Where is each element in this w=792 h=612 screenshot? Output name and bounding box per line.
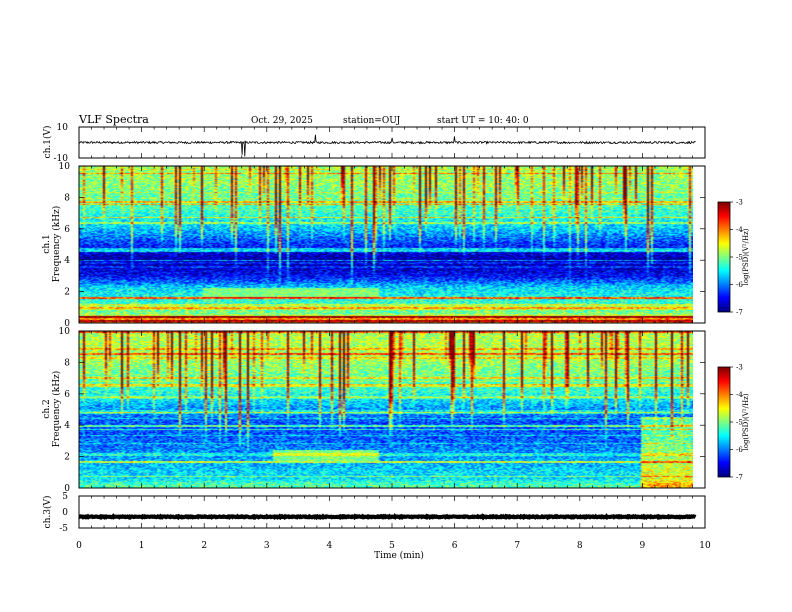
ch2-spectrogram-ylabel-line2: Frequency (kHz) xyxy=(51,371,62,448)
freq-tick-label: 8 xyxy=(64,193,70,203)
x-tick-label: 5 xyxy=(389,541,395,551)
freq-tick-label: 10 xyxy=(59,327,71,337)
freq-tick-label: 0 xyxy=(64,319,70,329)
freq-tick-label: 4 xyxy=(64,421,70,431)
ch1-colorbar-ticks: -3 -4 -5 -6 -7 xyxy=(730,199,743,317)
ch1-colorbar-image xyxy=(718,202,730,312)
colorbar-tick-label: -7 xyxy=(736,309,743,317)
x-tick-label: 8 xyxy=(577,541,583,551)
freq-tick-label: 6 xyxy=(64,390,70,400)
colorbar-tick-label: -6 xyxy=(736,281,743,289)
start-time-label: start UT = 10: 40: 0 xyxy=(437,116,529,126)
ch1-waveform-ylabel: ch.1(V) xyxy=(42,126,53,159)
colorbar-tick-label: -5 xyxy=(736,254,743,262)
x-tick-label: 3 xyxy=(264,541,270,551)
ch3-waveform-trace xyxy=(78,513,697,521)
freq-tick-label: 4 xyxy=(64,256,70,266)
ch3-ytick-mid: 0 xyxy=(62,508,68,518)
freq-tick-label: 8 xyxy=(64,358,70,368)
ch1-spectrogram-ylabel-line1: ch.1 xyxy=(42,234,52,253)
ch1-spectrogram-ylabel-line2: Frequency (kHz) xyxy=(51,206,62,283)
ch3-ytick-top: 5 xyxy=(62,492,68,502)
x-tick-label: 10 xyxy=(699,541,711,551)
ch1-spectrogram-image xyxy=(79,166,693,323)
ch2-colorbar-ticks: -3 -4 -5 -6 -7 xyxy=(730,364,743,482)
colorbar-tick-label: -4 xyxy=(736,226,743,234)
time-axis-ticks xyxy=(78,126,706,529)
freq-tick-label: 2 xyxy=(64,453,70,463)
ch1-ytick-top: 10 xyxy=(57,123,69,133)
colorbar-tick-label: -6 xyxy=(736,446,743,454)
x-tick-label: 2 xyxy=(201,541,207,551)
ch1-ytick-bottom: -10 xyxy=(54,154,69,164)
date-label: Oct. 29, 2025 xyxy=(251,116,313,126)
ch2-spectrogram-ylabel-line1: ch.2 xyxy=(42,399,52,418)
colorbar-tick-label: -4 xyxy=(736,391,743,399)
colorbar-tick-label: -3 xyxy=(736,364,743,372)
ch2-colorbar-image xyxy=(718,367,730,477)
x-tick-label: 7 xyxy=(514,541,520,551)
ch1-spectrogram-yticks: 0 2 4 6 8 10 xyxy=(59,162,705,329)
colorbar-tick-label: -3 xyxy=(736,199,743,207)
station-label: station=OUJ xyxy=(343,116,401,126)
time-axis-label: Time (min) xyxy=(374,550,424,561)
ch1-colorbar-label: log(PSD)(V²/Hz) xyxy=(742,228,750,285)
x-tick-label: 4 xyxy=(327,541,333,551)
freq-tick-label: 10 xyxy=(59,162,71,172)
x-tick-label: 0 xyxy=(76,541,82,551)
ch3-ytick-bottom: -5 xyxy=(59,524,68,534)
freq-tick-label: 2 xyxy=(64,288,70,298)
freq-tick-label: 6 xyxy=(64,225,70,235)
x-tick-label: 1 xyxy=(139,541,145,551)
figure-title: VLF Spectra xyxy=(78,113,149,126)
ch2-spectrogram-yticks: 0 2 4 6 8 10 xyxy=(59,327,705,494)
ch2-colorbar-label: log(PSD)(V²/Hz) xyxy=(742,393,750,450)
colorbar-tick-label: -7 xyxy=(736,474,743,482)
freq-tick-label: 0 xyxy=(64,484,70,494)
x-tick-label: 6 xyxy=(452,541,458,551)
ch3-waveform-ylabel: ch.3(V) xyxy=(42,496,53,529)
time-axis-tick-labels: 0 1 2 3 4 5 6 7 8 9 10 xyxy=(76,541,711,551)
ch1-waveform-trace xyxy=(78,134,696,157)
colorbar-tick-label: -5 xyxy=(736,419,743,427)
ch2-spectrogram-image xyxy=(79,331,693,488)
x-tick-label: 9 xyxy=(640,541,646,551)
